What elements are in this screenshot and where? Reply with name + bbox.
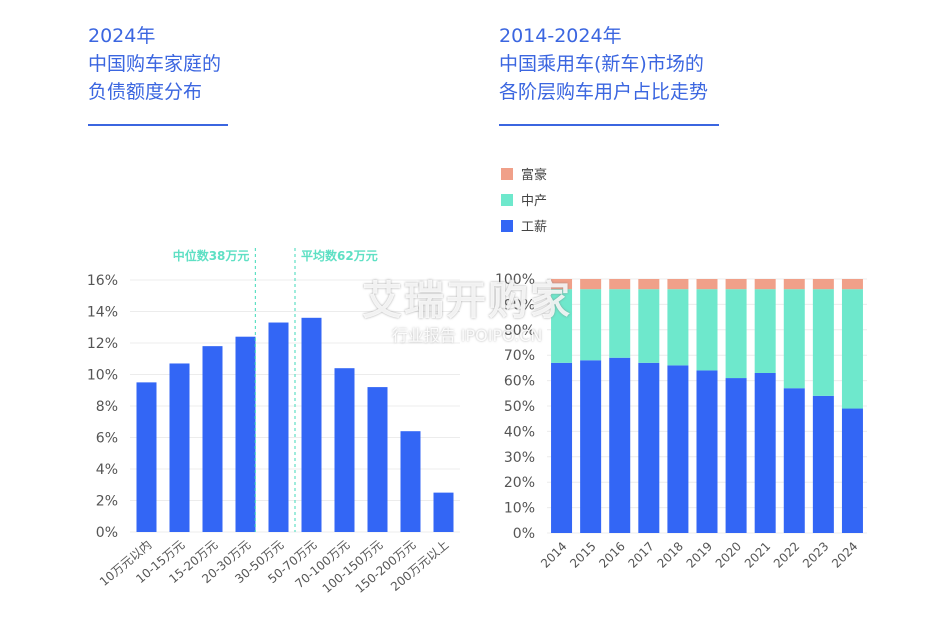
stacked-bar-segment (551, 362, 573, 533)
left-title-underline (88, 124, 228, 126)
legend-swatch (501, 194, 513, 206)
right-title-line2: 中国乘用车(新车)市场的 (499, 53, 704, 75)
y-tick-label: 16% (87, 273, 118, 289)
debt-distribution-chart: 0%2%4%6%8%10%12%14%16%10万元以内10-15万元15-20… (87, 248, 460, 596)
legend-swatch (501, 220, 513, 232)
y-tick-label: 90% (504, 297, 535, 313)
y-tick-label: 50% (504, 399, 535, 415)
stacked-bar-segment (551, 279, 573, 290)
x-tick-label: 2019 (684, 539, 715, 570)
bar (334, 368, 355, 532)
stacked-bar-segment (841, 279, 863, 290)
left-chart-title: 2024年 中国购车家庭的 负债额度分布 (88, 22, 221, 106)
stacked-bar-segment (696, 289, 718, 371)
x-tick-label: 2021 (742, 539, 773, 570)
right-title-underline (499, 124, 719, 126)
x-tick-label: 2014 (538, 539, 569, 570)
stacked-bar-segment (638, 362, 660, 533)
y-tick-label: 14% (87, 305, 118, 321)
stacked-bar-segment (667, 365, 689, 533)
stacked-bar-segment (638, 279, 660, 290)
right-title-line1: 2014-2024年 (499, 25, 622, 47)
y-tick-label: 4% (96, 462, 118, 478)
legend-label: 工薪 (521, 220, 547, 235)
buyer-class-stacked-chart: 0%10%20%30%40%50%60%70%80%90%100%2014201… (495, 167, 867, 571)
stacked-bar-segment (754, 279, 776, 290)
y-tick-label: 30% (504, 450, 535, 466)
y-tick-label: 6% (96, 431, 118, 447)
x-tick-label: 2016 (596, 539, 627, 570)
x-tick-label: 2024 (829, 539, 860, 570)
stacked-bar-segment (551, 289, 573, 363)
y-tick-label: 100% (495, 272, 535, 288)
y-tick-label: 20% (504, 475, 535, 491)
stacked-bar-segment (667, 289, 689, 366)
y-tick-label: 70% (504, 348, 535, 364)
bar (235, 336, 256, 532)
stacked-bar-segment (812, 279, 834, 290)
stacked-bar-segment (609, 279, 631, 290)
legend-label: 富豪 (521, 167, 547, 183)
stacked-bar-segment (725, 289, 747, 379)
stacked-bar-segment (580, 279, 602, 290)
left-title-line2: 中国购车家庭的 (88, 53, 222, 75)
stacked-bar-segment (638, 289, 660, 363)
stacked-bar-segment (696, 279, 718, 290)
legend-swatch (501, 168, 513, 180)
bar (268, 322, 289, 532)
bar (400, 431, 421, 532)
x-tick-label: 2022 (771, 539, 802, 570)
bar (367, 387, 388, 532)
bar (169, 363, 190, 532)
annotation-label: 平均数62万元 (301, 248, 378, 263)
stacked-bar-segment (783, 388, 805, 533)
x-tick-label: 2023 (800, 539, 831, 570)
bar (202, 346, 223, 532)
x-tick-label: 2020 (713, 539, 744, 570)
stacked-bar-segment (725, 378, 747, 533)
stacked-bar-segment (841, 289, 863, 409)
stacked-bar-segment (754, 372, 776, 533)
stacked-bar-segment (841, 408, 863, 533)
y-tick-label: 80% (504, 323, 535, 339)
stacked-bar-segment (609, 357, 631, 533)
right-chart-title: 2014-2024年 中国乘用车(新车)市场的 各阶层购车用户占比走势 (499, 22, 708, 106)
stacked-bar-segment (580, 360, 602, 533)
stacked-bar-segment (812, 395, 834, 533)
stacked-bar-segment (783, 279, 805, 290)
y-tick-label: 12% (87, 336, 118, 352)
bar (433, 492, 454, 532)
y-tick-label: 40% (504, 424, 535, 440)
x-tick-label: 2017 (625, 539, 656, 570)
stacked-bar-segment (725, 279, 747, 290)
stacked-bar-segment (783, 289, 805, 389)
left-title-line1: 2024年 (88, 25, 156, 47)
y-tick-label: 0% (513, 526, 535, 542)
annotation-label: 中位数38万元 (173, 248, 250, 263)
stacked-bar-segment (696, 370, 718, 533)
stacked-bar-segment (812, 289, 834, 396)
bar (301, 317, 322, 532)
stacked-bar-segment (580, 289, 602, 361)
y-tick-label: 2% (96, 494, 118, 510)
stacked-bar-segment (667, 279, 689, 290)
y-tick-label: 10% (504, 501, 535, 517)
y-tick-label: 0% (96, 525, 118, 541)
x-tick-label: 2018 (655, 539, 686, 570)
left-title-line3: 负债额度分布 (88, 81, 203, 103)
x-tick-label: 2015 (567, 539, 598, 570)
y-tick-label: 60% (504, 374, 535, 390)
y-tick-label: 10% (87, 368, 118, 384)
bar (136, 382, 157, 532)
y-tick-label: 8% (96, 399, 118, 415)
legend-label: 中产 (521, 194, 547, 209)
stacked-bar-segment (609, 289, 631, 358)
stacked-bar-segment (754, 289, 776, 373)
right-title-line3: 各阶层购车用户占比走势 (499, 81, 709, 103)
